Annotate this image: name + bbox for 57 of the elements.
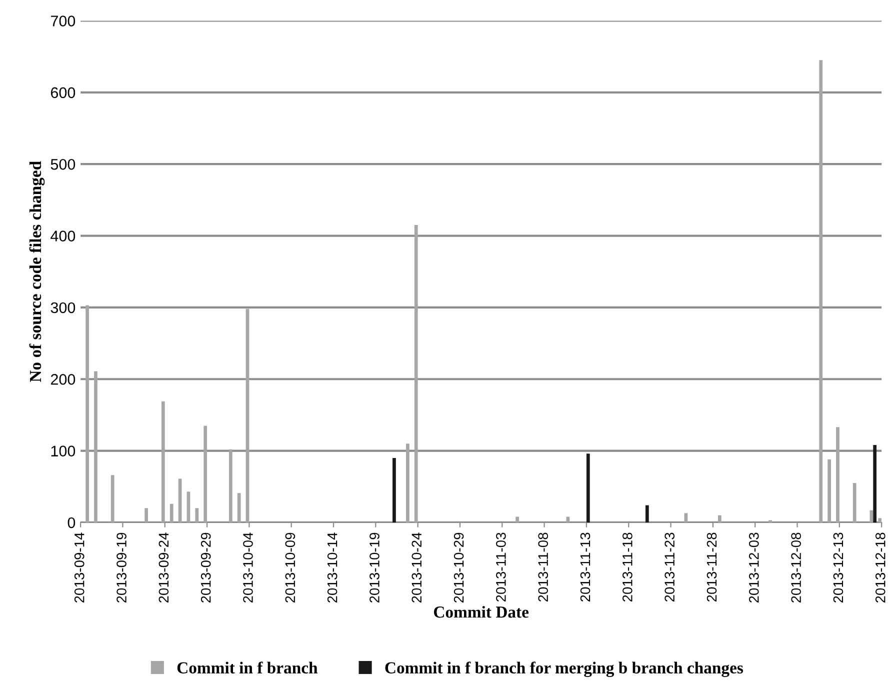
bar: [144, 508, 148, 522]
x-tick-label: 2013-10-29: [454, 532, 464, 603]
y-axis-title: No of source code files changed: [29, 161, 45, 382]
bar: [828, 459, 831, 522]
x-tick-label: 2013-11-13: [580, 532, 590, 602]
bar: [836, 427, 840, 522]
y-tick-label: 500: [50, 158, 76, 170]
x-tick-label: 2013-12-08: [791, 532, 801, 603]
bar: [586, 454, 590, 522]
bar: [228, 449, 232, 522]
x-tick-label: 2013-09-19: [116, 532, 126, 603]
y-tick-label: 0: [68, 517, 76, 528]
y-tick-label: 200: [50, 374, 76, 385]
bar: [94, 371, 98, 522]
x-tick-label: 2013-10-04: [243, 532, 253, 603]
x-tick-label: 2013-12-13: [833, 532, 844, 603]
x-tick-label: 2013-11-08: [538, 532, 548, 602]
legend-label: Commit in f branch for merging b branch changes: [385, 662, 744, 677]
y-tick-label: 300: [50, 302, 76, 314]
bar: [414, 225, 418, 522]
bar: [195, 508, 199, 522]
x-tick-label: 2013-11-28: [706, 532, 717, 602]
bar: [819, 60, 823, 522]
x-tick-label: 2013-10-24: [412, 532, 422, 603]
bar: [237, 493, 241, 522]
bar: [873, 445, 877, 522]
x-tick-label: 2013-11-03: [496, 532, 506, 602]
x-tick-label: 2013-10-09: [285, 532, 296, 603]
bar: [852, 483, 856, 522]
y-tick-label: 400: [50, 230, 76, 242]
x-tick-label: 2013-10-19: [370, 532, 380, 603]
x-tick-label: 2013-10-14: [327, 532, 338, 603]
x-tick-label: 2013-11-23: [664, 532, 675, 602]
bar: [204, 426, 208, 522]
bar: [110, 475, 114, 522]
y-tick-label: 600: [50, 87, 76, 98]
x-tick-label: 2013-12-18: [875, 532, 886, 603]
bar: [718, 515, 722, 522]
x-tick-label: 2013-09-14: [74, 532, 84, 603]
bar: [161, 401, 165, 522]
bar: [645, 505, 649, 522]
y-tick-label: 100: [51, 446, 76, 456]
bar: [406, 444, 410, 522]
y-tick-label: 700: [50, 16, 76, 26]
x-tick-label: 2013-09-29: [200, 532, 211, 603]
x-axis-title: Commit Date: [434, 606, 529, 618]
x-tick-label: 2013-11-18: [622, 532, 632, 602]
bar: [684, 513, 688, 522]
bar: [878, 518, 882, 522]
legend-label: Commit in f branch: [177, 662, 318, 674]
x-tick-label: 2013-09-24: [158, 532, 169, 603]
bar: [566, 516, 570, 522]
bar: [86, 305, 89, 522]
bar: [392, 458, 396, 522]
bar: [170, 504, 174, 522]
x-tick-label: 2013-12-03: [748, 532, 759, 603]
bar: [516, 516, 520, 522]
